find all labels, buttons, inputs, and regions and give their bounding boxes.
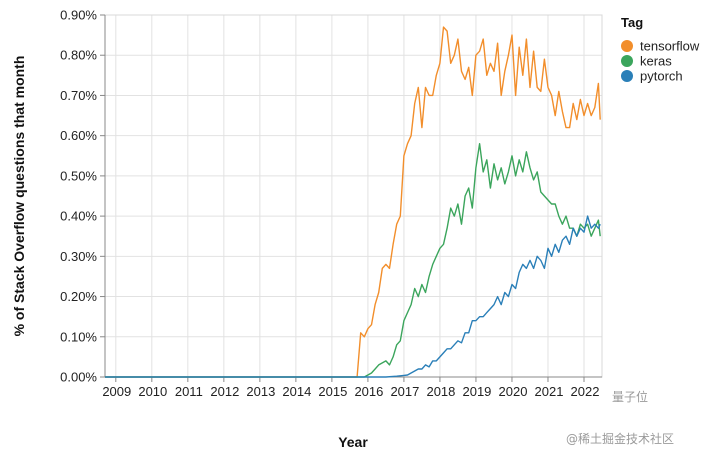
y-tick-label: 0.40%	[60, 209, 97, 224]
x-tick-label: 2012	[210, 384, 239, 399]
y-tick-label: 0.90%	[60, 8, 97, 23]
legend-swatch-tensorflow	[621, 40, 633, 52]
legend-swatch-keras	[621, 55, 633, 67]
x-tick-label: 2016	[354, 384, 383, 399]
x-axis-ticks: 2009 2010 2011 2012 2013 2014 2015 2016 2017 2018…	[102, 377, 599, 399]
legend-title: Tag	[621, 15, 643, 30]
x-tick-label: 2010	[138, 384, 167, 399]
y-tick-label: 0.60%	[60, 128, 97, 143]
watermark: 量子位 @稀土掘金技术社区	[566, 389, 674, 446]
plot-frame	[104, 14, 603, 378]
x-tick-label: 2015	[318, 384, 347, 399]
x-axis-title: Year	[338, 434, 368, 450]
series-line-tensorflow	[105, 26, 601, 378]
x-tick-label: 2017	[390, 384, 419, 399]
series-lines	[105, 26, 601, 378]
legend-label-pytorch: pytorch	[640, 69, 683, 84]
legend-swatch-pytorch	[621, 70, 633, 82]
x-tick-label: 2014	[282, 384, 311, 399]
x-tick-label: 2009	[102, 384, 131, 399]
x-tick-label: 2022	[571, 384, 600, 399]
series-line-keras	[105, 143, 601, 378]
watermark-line2: @稀土掘金技术社区	[566, 431, 674, 446]
y-tick-label: 0.30%	[60, 249, 97, 264]
y-tick-label: 0.00%	[60, 370, 97, 385]
y-axis-ticks: 0.00% 0.10% 0.20% 0.30% 0.40% 0.50% 0.60% 0.70%…	[60, 8, 105, 385]
y-tick-label: 0.50%	[60, 168, 97, 183]
x-tick-label: 2021	[535, 384, 564, 399]
x-tick-label: 2011	[175, 384, 203, 399]
y-tick-label: 0.20%	[60, 289, 97, 304]
legend-label-keras: keras	[640, 54, 672, 69]
x-tick-label: 2019	[462, 384, 491, 399]
watermark-line1: 量子位	[612, 389, 648, 404]
y-gridlines	[105, 14, 602, 378]
series-line-pytorch	[105, 215, 601, 378]
y-tick-label: 0.10%	[60, 329, 97, 344]
y-axis-title: % of Stack Overflow questions that month	[11, 56, 27, 337]
x-tick-label: 2020	[499, 384, 528, 399]
x-tick-label: 2018	[426, 384, 455, 399]
y-tick-label: 0.70%	[60, 88, 97, 103]
x-gridlines	[115, 15, 585, 377]
y-tick-label: 0.80%	[60, 48, 97, 63]
x-tick-label: 2013	[246, 384, 275, 399]
legend-label-tensorflow: tensorflow	[640, 39, 700, 54]
